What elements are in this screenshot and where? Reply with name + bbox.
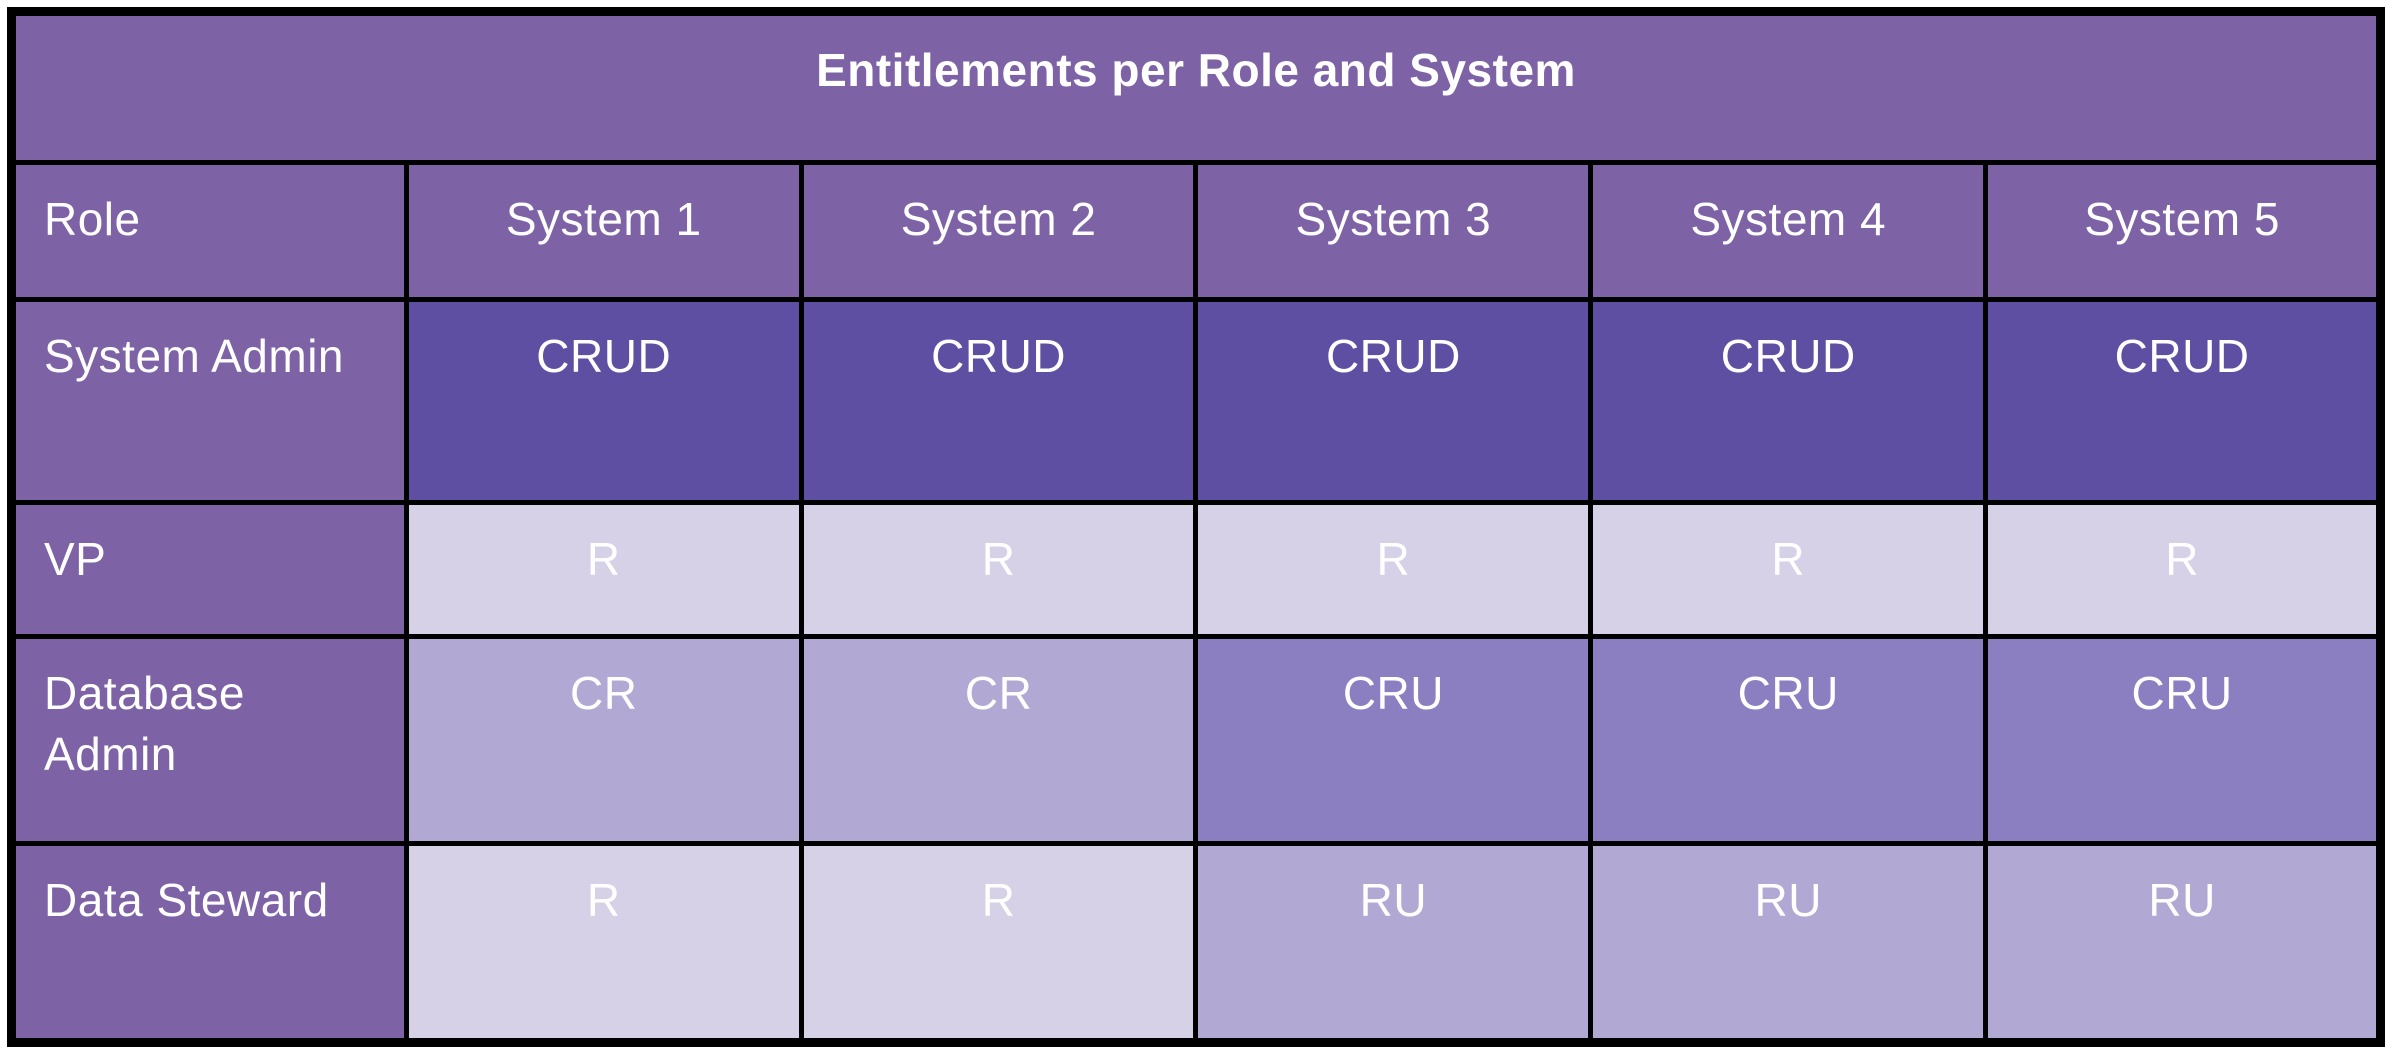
entitlement-cell: CRU	[1983, 634, 2383, 847]
column-header-system-5: System 5	[1983, 160, 2383, 302]
role-label: Data Steward	[9, 841, 409, 1045]
entitlement-cell: R	[798, 499, 1199, 640]
entitlement-cell: RU	[1193, 841, 1594, 1045]
table-row-data-steward: Data Steward R R RU RU RU	[9, 841, 2383, 1045]
role-label: Database Admin	[9, 634, 409, 847]
entitlement-cell: CRU	[1588, 634, 1989, 847]
title-row: Entitlements per Role and System	[9, 8, 2383, 166]
entitlement-cell: CRUD	[798, 296, 1199, 505]
role-label: VP	[9, 499, 409, 640]
entitlement-cell: R	[1983, 499, 2383, 640]
column-header-system-2: System 2	[798, 160, 1199, 302]
entitlement-cell: RU	[1983, 841, 2383, 1045]
table-title: Entitlements per Role and System	[9, 8, 2383, 166]
entitlement-cell: RU	[1588, 841, 1989, 1045]
column-header-system-4: System 4	[1588, 160, 1989, 302]
entitlement-cell: CRU	[1193, 634, 1594, 847]
entitlement-cell: CRUD	[1588, 296, 1989, 505]
entitlement-cell: CRUD	[403, 296, 804, 505]
entitlements-table: Entitlements per Role and System Role Sy…	[7, 7, 2385, 1047]
column-header-system-1: System 1	[403, 160, 804, 302]
entitlement-cell: R	[403, 841, 804, 1045]
table-row-system-admin: System Admin CRUD CRUD CRUD CRUD CRUD	[9, 296, 2383, 505]
header-row: Role System 1 System 2 System 3 System 4…	[9, 160, 2383, 302]
entitlement-cell: R	[1193, 499, 1594, 640]
entitlement-cell: R	[403, 499, 804, 640]
table-row-database-admin: Database Admin CR CR CRU CRU CRU	[9, 634, 2383, 847]
role-label: System Admin	[9, 296, 409, 505]
entitlement-cell: CRUD	[1983, 296, 2383, 505]
column-header-system-3: System 3	[1193, 160, 1594, 302]
table-row-vp: VP R R R R R	[9, 499, 2383, 640]
entitlement-cell: CRUD	[1193, 296, 1594, 505]
column-header-role: Role	[9, 160, 409, 302]
entitlement-cell: R	[798, 841, 1199, 1045]
entitlement-cell: CR	[798, 634, 1199, 847]
entitlement-cell: CR	[403, 634, 804, 847]
entitlement-cell: R	[1588, 499, 1989, 640]
